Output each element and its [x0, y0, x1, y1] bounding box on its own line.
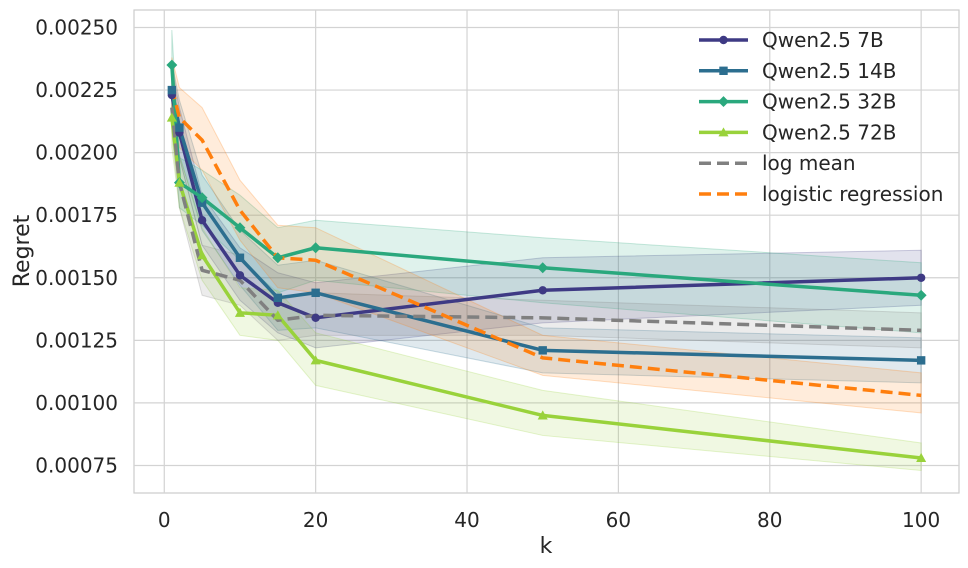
band-qwen2-5-72b: [171, 87, 922, 472]
point-qwen2-5-72b: [234, 307, 246, 317]
band-logistic-regression: [171, 57, 922, 414]
y-tick-label: 0.00150: [35, 266, 118, 290]
point-qwen2-5-72b: [197, 250, 208, 260]
band-qwen2-5-7b: [171, 67, 922, 349]
point-qwen2-5-32b: [234, 222, 246, 234]
legend-marker-qwen2-5-14b: [719, 66, 728, 75]
line-log-mean: [170, 107, 922, 333]
line-qwen2-5-7b: [170, 94, 922, 320]
legend-label-log-mean: log mean: [762, 151, 856, 175]
point-qwen2-5-14b: [167, 85, 177, 95]
legend-marker-qwen2-5-72b: [718, 127, 729, 137]
y-tick-label: 0.00225: [35, 78, 118, 102]
legend-label-qwen2-5-72b: Qwen2.5 72B: [762, 120, 896, 144]
x-tick-label: 80: [757, 508, 782, 532]
point-qwen2-5-32b: [915, 289, 927, 301]
y-tick-label: 0.00125: [35, 328, 118, 352]
line-qwen2-5-14b: [170, 89, 922, 363]
point-qwen2-5-72b: [272, 310, 283, 320]
x-tick-label: 60: [606, 508, 631, 532]
x-tick-label: 0: [158, 508, 171, 532]
x-tick-label: 40: [454, 508, 479, 532]
point-qwen2-5-72b: [916, 452, 927, 462]
point-qwen2-5-72b: [537, 410, 548, 420]
point-qwen2-5-14b: [235, 253, 245, 262]
line-qwen2-5-72b: [170, 117, 922, 460]
legend-label-logistic-regression: logistic regression: [762, 182, 943, 206]
point-qwen2-5-7b: [235, 271, 245, 280]
point-qwen2-5-72b: [310, 355, 321, 365]
point-qwen2-5-32b: [166, 59, 178, 71]
x-axis-label: k: [540, 534, 553, 559]
grid-lines: [134, 10, 959, 493]
point-qwen2-5-7b: [916, 273, 926, 282]
point-qwen2-5-14b: [311, 288, 320, 297]
point-qwen2-5-14b: [175, 123, 184, 132]
y-axis-ticks: 0.00075 0.00100 0.00125 0.00150 0.00175 0.002…: [35, 16, 118, 478]
legend-label-qwen2-5-32b: Qwen2.5 32B: [762, 90, 896, 114]
legend: Qwen2.5 7B Qwen2.5 14B Qwen2.5 32B Qwen2.5 …: [699, 28, 943, 206]
point-qwen2-5-32b: [196, 192, 208, 204]
point-qwen2-5-32b: [310, 242, 322, 254]
point-qwen2-5-14b: [538, 346, 547, 355]
point-qwen2-5-14b: [273, 293, 283, 302]
x-axis-ticks: 0 20 40 60 80 100: [158, 508, 940, 532]
line-logistic-regression: [170, 87, 922, 398]
point-qwen2-5-72b: [166, 112, 177, 122]
x-tick-label: 20: [303, 508, 328, 532]
series-markers: [166, 59, 927, 462]
point-qwen2-5-72b: [174, 177, 185, 187]
legend-label-qwen2-5-14b: Qwen2.5 14B: [762, 59, 896, 83]
point-qwen2-5-32b: [272, 252, 284, 264]
band-log-mean: [171, 82, 922, 349]
point-qwen2-5-32b: [537, 262, 549, 274]
y-tick-label: 0.00175: [35, 203, 118, 227]
legend-marker-qwen2-5-7b: [719, 35, 728, 45]
y-tick-label: 0.00075: [35, 453, 118, 477]
y-tick-label: 0.00250: [35, 16, 118, 40]
legend-label-qwen2-5-7b: Qwen2.5 7B: [762, 28, 884, 52]
point-qwen2-5-7b: [197, 216, 207, 225]
y-tick-label: 0.00200: [35, 141, 118, 165]
point-qwen2-5-7b: [311, 313, 320, 323]
y-axis-label: Regret: [10, 214, 35, 287]
y-tick-label: 0.00100: [35, 391, 118, 415]
legend-marker-qwen2-5-32b: [718, 96, 729, 108]
point-qwen2-5-7b: [538, 286, 547, 295]
point-qwen2-5-14b: [916, 356, 926, 365]
x-tick-label: 100: [902, 508, 940, 532]
